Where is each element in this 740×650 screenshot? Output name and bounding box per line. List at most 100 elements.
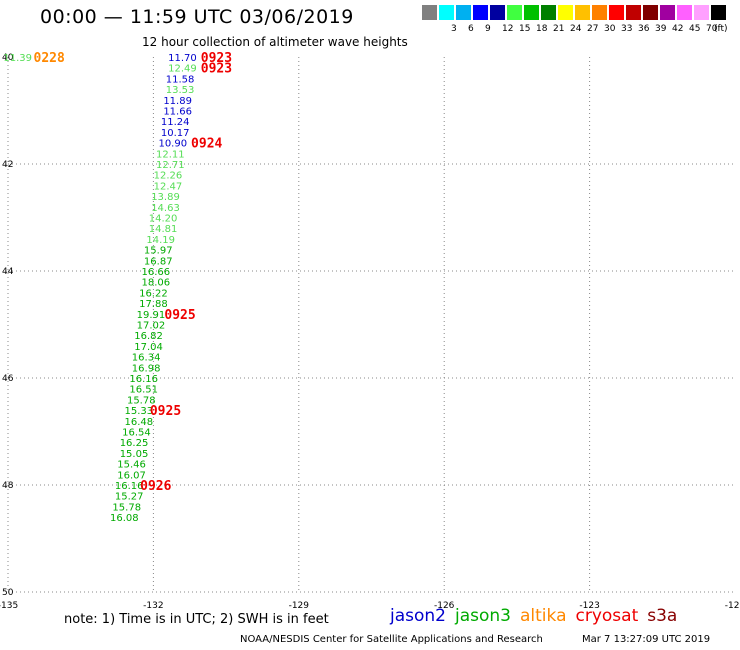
pass-time-label: 0924 (191, 137, 222, 152)
scale-swatch (592, 5, 607, 20)
scale-label: 45 (689, 24, 701, 34)
wave-height-value: 13.53 (166, 85, 195, 96)
legend-entry: altika (520, 606, 567, 626)
page-title: 00:00 — 11:59 UTC 03/06/2019 (40, 6, 354, 28)
wave-height-value: 13.89 (151, 192, 180, 203)
scale-swatch (626, 5, 641, 20)
pass-time-label: 0228 (34, 51, 65, 66)
wave-height-value: 14.81 (149, 224, 178, 235)
lat-tick-label: 44 (2, 267, 14, 277)
wave-height-value: 16.16 (115, 481, 144, 492)
scale-unit: (ft) (714, 24, 728, 34)
wave-height-value: 11.70 (168, 53, 197, 64)
pass-time-label: 0925 (164, 308, 195, 323)
wave-height-value: 10.90 (158, 139, 187, 150)
wave-height-value: 16.87 (144, 256, 173, 267)
wave-height-value: 10.17 (161, 128, 190, 139)
wave-height-value: 16.07 (117, 470, 146, 481)
wave-height-value: 19.91 (137, 310, 166, 321)
lon-tick-label: -120 (725, 601, 740, 611)
credit-line: NOAA/NESDIS Center for Satellite Applica… (240, 634, 543, 645)
wave-height-value: 12.26 (154, 171, 183, 182)
scale-label: 42 (672, 24, 684, 34)
wave-height-value: 15.33 (125, 406, 154, 417)
satellite-legend: jason2 jason3 altika cryosat s3a (390, 606, 686, 626)
scale-swatch (439, 5, 454, 20)
scale-swatch (558, 5, 573, 20)
wave-height-value: 16.66 (142, 267, 171, 278)
wave-height-value: 16.98 (132, 363, 161, 374)
wave-height-value: 14.20 (149, 214, 178, 225)
wave-height-value: 12.47 (154, 181, 183, 192)
wave-height-value: 15.05 (120, 449, 149, 460)
wave-height-value: 11.58 (166, 74, 195, 85)
lat-tick-label: 46 (2, 374, 14, 384)
scale-swatch (694, 5, 709, 20)
scale-label: 27 (587, 24, 599, 34)
scale-label: 15 (519, 24, 531, 34)
pass-time-label: 0926 (140, 479, 171, 494)
legend-entry: jason3 (455, 606, 511, 626)
wave-height-value: 11.24 (161, 117, 190, 128)
lon-tick-label: -129 (289, 601, 310, 611)
wave-height-value: 16.54 (122, 428, 151, 439)
wave-height-value: 16.25 (120, 438, 149, 449)
scale-label: 3 (451, 24, 457, 34)
scale-label: 12 (502, 24, 514, 34)
wave-height-value: 15.78 (127, 395, 156, 406)
scale-label: 33 (621, 24, 633, 34)
wave-height-value: 17.04 (134, 342, 163, 353)
pass-time-label: 0923 (201, 62, 232, 77)
scale-swatch (490, 5, 505, 20)
wave-height-values: 11.39 11.7012.4911.5813.5311.8911.6611.24… (3, 53, 196, 524)
scale-swatch (507, 5, 522, 20)
wave-height-value: 16.48 (125, 417, 154, 428)
axis-ticks: -135 -132 -129 -126 -123 -120 40 42 44 46 48 50 (0, 53, 740, 611)
generated-timestamp: Mar 7 13:27:09 UTC 2019 (582, 634, 711, 645)
wave-height-value: 16.82 (134, 331, 163, 342)
scale-swatch (456, 5, 471, 20)
wave-height-value: 11.39 (3, 53, 32, 64)
legend-entry: s3a (647, 606, 678, 626)
scale-swatch (541, 5, 556, 20)
scale-label: 9 (485, 24, 491, 34)
legend-entry: jason2 (390, 606, 446, 626)
wave-height-value: 15.27 (115, 492, 144, 503)
wave-height-value: 12.11 (156, 149, 185, 160)
lon-tick-label: -132 (143, 601, 163, 611)
wave-height-value: 15.97 (144, 246, 173, 257)
wave-height-value: 14.63 (151, 203, 180, 214)
scale-swatch (575, 5, 590, 20)
wave-height-value: 16.08 (110, 513, 139, 524)
scale-swatch (422, 5, 437, 20)
legend-entry: cryosat (575, 606, 639, 626)
lat-tick-label: 42 (2, 160, 13, 170)
scale-swatch (643, 5, 658, 20)
wave-height-value: 18.06 (142, 278, 171, 289)
scale-swatch (660, 5, 675, 20)
scale-label: 18 (536, 24, 548, 34)
lat-tick-label: 48 (2, 481, 14, 491)
wave-height-value: 12.71 (156, 160, 185, 171)
wave-height-value: 16.16 (129, 374, 158, 385)
wave-height-value: 17.88 (139, 299, 168, 310)
scale-swatch (677, 5, 692, 20)
wave-height-value: 11.66 (163, 107, 192, 118)
lat-tick-label: 50 (2, 588, 14, 598)
wave-height-value: 14.19 (146, 235, 175, 246)
pass-time-label: 0925 (150, 404, 181, 419)
wave-height-value: 15.46 (117, 460, 146, 471)
lon-tick-label: -135 (0, 601, 18, 611)
wave-height-value: 15.78 (112, 502, 141, 513)
scale-swatch (609, 5, 624, 20)
footnote: note: 1) Time is in UTC; 2) SWH is in fe… (64, 612, 329, 627)
lat-tick-label: 40 (2, 53, 14, 63)
scale-swatch (524, 5, 539, 20)
wave-height-value: 16.34 (132, 353, 161, 364)
wave-height-value: 17.02 (137, 321, 166, 332)
wave-height-value: 16.51 (129, 385, 158, 396)
scale-label: 6 (468, 24, 474, 34)
page-subtitle: 12 hour collection of altimeter wave hei… (142, 35, 408, 49)
